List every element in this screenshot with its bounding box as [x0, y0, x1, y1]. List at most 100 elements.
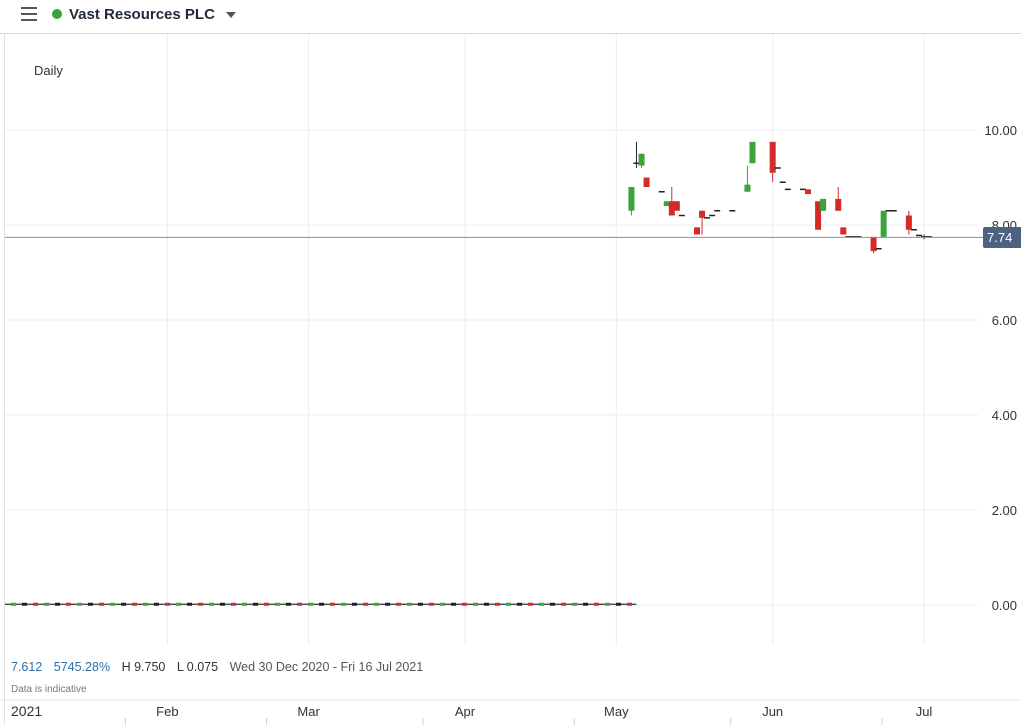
early-candle — [99, 602, 104, 606]
early-candle — [319, 602, 324, 606]
candle — [633, 141, 640, 168]
last-price-tag: 7.74 — [983, 227, 1021, 248]
early-candle — [506, 602, 511, 606]
candle — [804, 189, 811, 195]
early-candle — [627, 602, 632, 606]
y-tick-label: 10.00 — [984, 123, 1017, 138]
early-candle — [275, 602, 280, 606]
early-candle — [110, 602, 115, 606]
candle-body — [673, 201, 680, 211]
hamburger-menu-icon[interactable] — [21, 7, 37, 21]
early-candle — [561, 602, 566, 606]
market-status-dot — [52, 9, 62, 19]
candle — [820, 198, 827, 211]
early-candle — [407, 602, 412, 606]
early-candle — [154, 602, 159, 606]
candle-body — [628, 187, 635, 211]
early-candle — [330, 602, 335, 606]
data-disclaimer: Data is indicative — [11, 684, 87, 695]
early-candle — [539, 602, 544, 606]
early-candle — [253, 602, 258, 606]
early-candle — [451, 602, 456, 606]
candle-body — [804, 189, 811, 195]
candle-body — [749, 141, 756, 164]
candle — [663, 201, 670, 206]
candle — [673, 201, 680, 211]
x-tick-label: Apr — [455, 704, 476, 719]
early-candle — [242, 602, 247, 606]
candle-body — [870, 236, 877, 252]
early-candle — [418, 602, 423, 606]
instrument-dropdown-caret-icon[interactable] — [226, 12, 236, 18]
candle-body — [820, 198, 827, 211]
candle — [769, 141, 776, 183]
candle — [835, 187, 842, 211]
early-candle — [220, 602, 225, 606]
instrument-name[interactable]: Vast Resources PLC — [69, 6, 215, 23]
early-candle — [198, 602, 203, 606]
x-tick-label: Mar — [297, 704, 320, 719]
candle-body — [663, 201, 670, 206]
y-tick-label: 4.00 — [992, 408, 1017, 423]
candle-body — [835, 198, 842, 211]
x-tick-label: Jul — [916, 704, 933, 719]
early-candle — [66, 602, 71, 606]
chart-left-border — [4, 33, 5, 725]
early-candle — [528, 602, 533, 606]
candle — [628, 187, 635, 216]
candle — [699, 210, 706, 235]
early-candle — [352, 602, 357, 606]
early-candle — [297, 602, 302, 606]
early-candle — [176, 602, 181, 606]
early-candle — [88, 602, 93, 606]
early-candle — [572, 602, 577, 606]
early-candle — [374, 602, 379, 606]
early-candle — [22, 602, 27, 606]
candle-body — [769, 141, 776, 173]
early-candle — [440, 602, 445, 606]
early-candle — [11, 602, 16, 606]
stat-high: H 9.750 — [121, 660, 166, 674]
early-candle — [429, 602, 434, 606]
early-candle — [517, 602, 522, 606]
early-candle — [385, 602, 390, 606]
candle — [638, 153, 645, 168]
candle-body — [840, 227, 847, 235]
early-candle — [462, 602, 467, 606]
early-candle — [44, 602, 49, 606]
candle-body — [643, 177, 650, 187]
y-tick-label: 6.00 — [992, 313, 1017, 328]
candle-body — [668, 201, 675, 216]
candle-body — [880, 210, 887, 237]
candle-body — [744, 184, 751, 192]
candle — [749, 141, 756, 164]
early-candle — [286, 602, 291, 606]
y-tick-label: 0.00 — [992, 598, 1017, 613]
early-candle — [77, 602, 82, 606]
early-candle — [132, 602, 137, 606]
x-tick-label: Jun — [762, 704, 783, 719]
x-tick-label: May — [604, 704, 629, 719]
early-candle — [484, 602, 489, 606]
candle — [880, 210, 887, 237]
early-candle — [231, 602, 236, 606]
early-candle — [495, 602, 500, 606]
early-candle — [583, 602, 588, 606]
early-candle — [616, 602, 621, 606]
early-candle — [209, 602, 214, 606]
early-candle — [594, 602, 599, 606]
stat-change-percent: 5745.28% — [53, 660, 111, 674]
chart-stats-bar: 7.612 5745.28% H 9.750 L 0.075 Wed 30 De… — [11, 660, 431, 674]
candle — [643, 177, 650, 187]
candle — [744, 165, 751, 192]
early-candle — [165, 602, 170, 606]
candle — [668, 187, 675, 216]
stat-date-range: Wed 30 Dec 2020 - Fri 16 Jul 2021 — [229, 660, 424, 674]
early-candle — [308, 602, 313, 606]
chart-toolbar: Vast Resources PLC — [0, 0, 1021, 34]
candle — [815, 201, 822, 230]
x-tick-label: Feb — [156, 704, 178, 719]
interval-label[interactable]: Daily — [34, 63, 63, 78]
stat-last-price: 7.612 — [11, 660, 43, 674]
